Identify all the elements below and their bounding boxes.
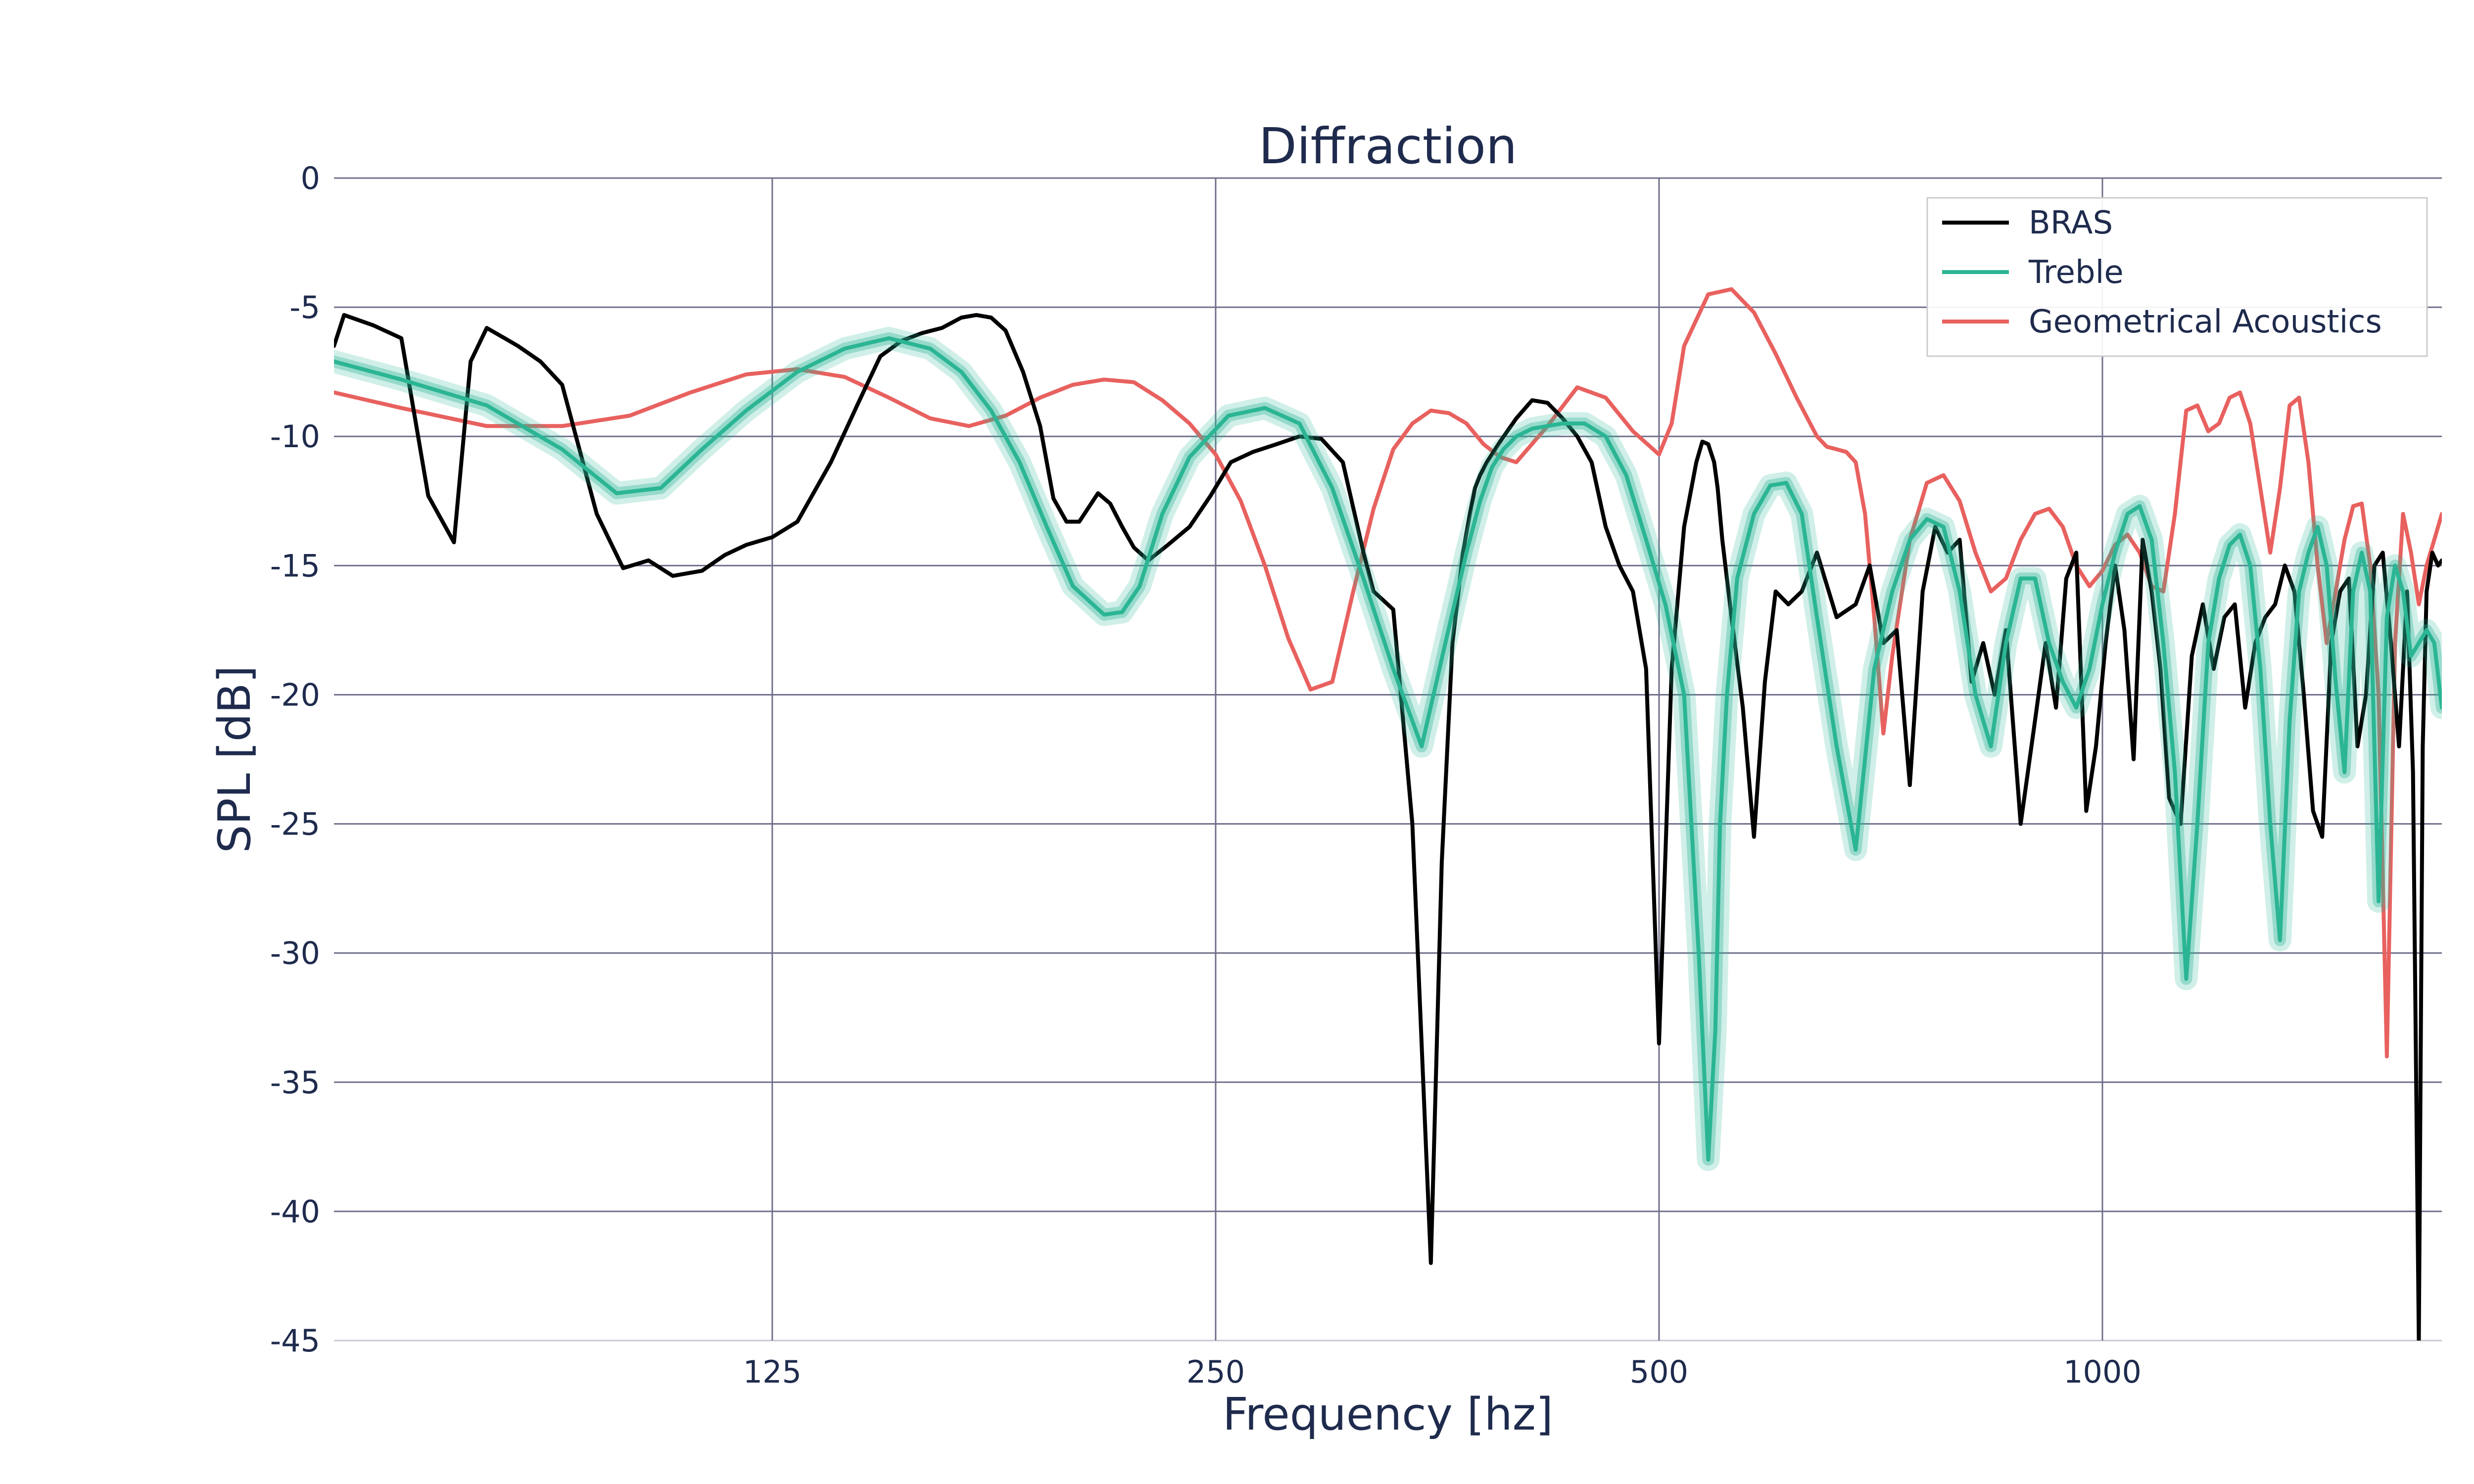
legend: BRAS Treble Geometrical Acoustics (1926, 197, 2428, 357)
tick-labels: 0 -5 -10 -15 -20 -25 -30 -35 -40 -45 125 250 500 1000 (270, 160, 2141, 1390)
y-tick-label: 0 (301, 160, 320, 196)
y-tick-label: -35 (270, 1065, 320, 1101)
y-tick-label: -20 (270, 677, 320, 713)
series-line-geometrical-acoustics (334, 287, 2442, 1059)
x-tick-label: 1000 (2063, 1354, 2141, 1390)
y-tick-label: -15 (270, 548, 320, 584)
series-line-treble (334, 336, 2442, 1162)
legend-box (1926, 197, 2428, 357)
series-layer (334, 287, 2442, 1341)
y-axis-title: SPL [dB] (209, 665, 261, 853)
x-tick-label: 250 (1187, 1354, 1245, 1390)
y-tick-label: -30 (270, 935, 320, 972)
y-tick-label: -25 (270, 806, 320, 842)
x-axis-title: Frequency [hz] (1223, 1389, 1553, 1440)
x-tick-label: 125 (743, 1354, 802, 1390)
chart-title: Diffraction (1259, 117, 1518, 175)
series-line-bras (334, 313, 2442, 1341)
y-tick-label: -40 (270, 1194, 320, 1230)
x-tick-label: 500 (1630, 1354, 1688, 1390)
legend-label: BRAS (2029, 205, 2113, 241)
y-tick-label: -10 (270, 418, 320, 455)
legend-label: Treble (2028, 254, 2124, 291)
y-tick-label: -5 (289, 289, 320, 325)
y-tick-label: -45 (270, 1323, 320, 1359)
legend-label: Geometrical Acoustics (2029, 304, 2382, 340)
